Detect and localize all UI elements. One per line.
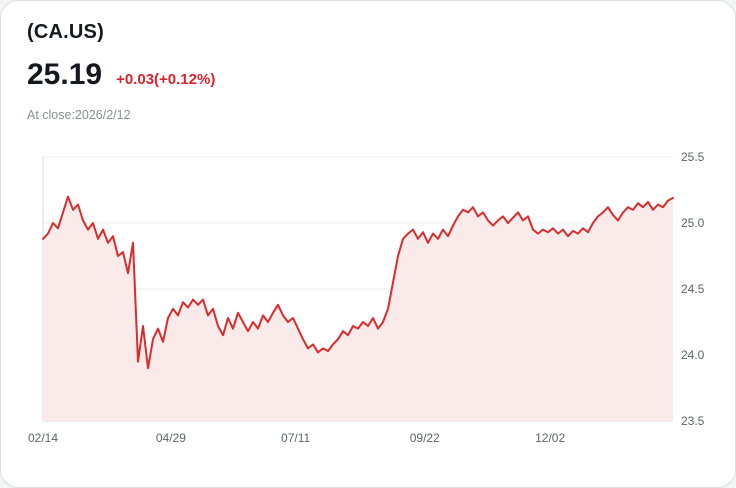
- close-date-label: At close:2026/2/12: [27, 108, 131, 122]
- price-chart-svg[interactable]: 25.5 25.0 24.5 24.0 23.5 02/14 04/29 07/11 09/22…: [1, 149, 736, 469]
- price-row: 25.19 +0.03(+0.12%): [27, 58, 709, 92]
- stock-price: 25.19: [27, 58, 103, 91]
- stock-symbol: (CA.US): [27, 21, 104, 43]
- price-line: [42, 195, 674, 370]
- y-axis-tick-label: 25.0: [681, 216, 705, 230]
- x-axis-tick-label: 07/11: [281, 431, 310, 445]
- x-axis-tick-label: 04/29: [156, 431, 186, 445]
- y-axis-tick-label: 24.5: [681, 282, 705, 296]
- y-axis-tick-label: 23.5: [681, 414, 705, 428]
- y-axis-tick-label: 25.5: [681, 150, 705, 164]
- stock-change: +0.03(+0.12%): [116, 71, 216, 88]
- price-area-fill: [43, 196, 673, 421]
- x-axis-tick-label: 09/22: [410, 431, 440, 445]
- y-axis-tick-label: 24.0: [681, 348, 705, 362]
- price-chart[interactable]: 25.5 25.0 24.5 24.0 23.5 02/14 04/29 07/11 09/22…: [1, 149, 736, 469]
- quote-header: (CA.US) 25.19 +0.03(+0.12%) At close:202…: [1, 1, 735, 122]
- x-axis-tick-label: 02/14: [28, 431, 58, 445]
- x-axis-tick-label: 12/02: [535, 431, 565, 445]
